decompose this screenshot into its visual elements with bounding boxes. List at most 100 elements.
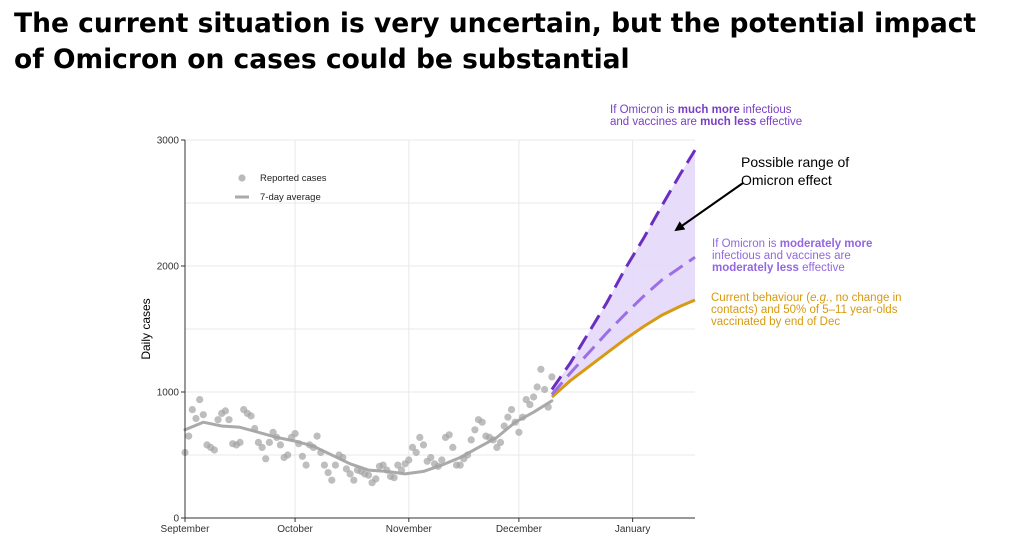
reported-case-point [302,461,310,469]
ann-mod-l2: infectious and vaccines are [712,250,851,262]
ann-much-l1c: infectious [739,104,792,116]
reported-case-point [463,451,472,459]
reported-case-point [236,438,244,446]
reported-case-point [548,373,556,381]
reported-case-point [390,474,398,482]
slide-title-line-1: The current situation is very uncertain,… [14,8,977,39]
ann-range-line-2: Omicron effect [741,172,832,188]
reported-case-point [199,411,207,419]
reported-case-point [519,413,527,421]
reported-case-point [449,443,457,451]
reported-case-point [504,413,512,421]
reported-case-point [405,456,413,464]
y-tick-label: 1000 [157,388,180,399]
reported-case-point [320,461,328,469]
reported-case-point [511,418,519,426]
reported-case-point [273,433,281,441]
ann-much-l2c: effective [756,116,803,128]
annotation-much-more: If Omicron is much more infectious and v… [610,104,802,128]
reported-case-point [342,465,350,473]
reported-case-point [427,453,435,462]
reported-case-point [331,461,339,469]
ann-cur-l2: contacts) and 50% of 5–11 year-olds [711,304,898,316]
reported-case-point [214,416,222,424]
projection-current-line [550,298,696,399]
ann-much-l2a: and vaccines are [610,116,701,128]
ann-mod-l3b: effective [798,262,845,274]
ann-cur-l1a: Current behaviour ( [711,292,811,304]
reported-case-point [383,466,391,474]
annotation-current: Current behaviour (e.g., no change in co… [711,292,902,328]
reported-case-point [434,462,442,470]
reported-case-point [372,475,380,483]
reported-case-point [397,466,406,474]
ann-cur-l1b: e.g. [810,292,830,304]
slide-title-line-2: of Omicron on cases could be substantial [14,44,630,75]
reported-case-point [445,431,453,439]
ann-much-l1a: If Omicron is [610,104,678,116]
reported-case-point [284,451,292,459]
legend-label-reported: Reported cases [260,173,327,184]
ann-mod-l1b: moderately more [779,238,873,250]
slide-title: The current situation is very uncertain,… [14,6,1014,78]
reported-case-point [324,469,332,477]
reported-case-point [317,448,325,457]
reported-case-point [251,424,259,433]
reported-case-point [537,365,545,373]
reported-case-point [526,401,534,409]
x-tick-label: September [161,524,211,535]
y-tick-label: 0 [173,514,179,525]
annotation-range: Possible range of Omicron effect [741,153,849,189]
reported-case-point [500,422,508,430]
y-tick-label: 2000 [157,262,180,273]
ann-cur-l1c: , no change in [829,292,902,304]
reported-case-point [298,452,306,460]
ann-range-line-1: Possible range of [741,154,850,170]
reported-case-point [295,440,303,448]
reported-case-point [416,433,424,441]
reported-case-point [196,396,204,404]
reported-case-point [346,470,354,478]
reported-case-point [456,461,464,469]
reported-case-point [350,476,358,484]
reported-case-point [192,414,200,423]
reported-case-point [541,385,549,394]
reported-case-point [339,453,347,462]
ann-mod-l3a: moderately less [712,262,799,274]
reported-case-point [276,441,284,449]
reported-case-point [471,426,479,434]
reported-case-point [291,430,299,438]
ann-mod-l1a: If Omicron is [712,238,780,250]
reported-case-point [467,436,475,444]
x-tick-label: December [496,524,543,535]
ann-cur-l3: vaccinated by end of Dec [711,316,841,328]
reported-case-point [262,455,270,463]
reported-case-point [364,471,373,479]
reported-case-point [328,476,336,484]
reported-case-point [515,428,523,436]
legend-point-symbol [238,174,246,182]
reported-case-point [493,443,501,451]
reported-case-point [247,412,255,420]
reported-case-point [225,416,233,424]
reported-case-point [394,461,402,469]
reported-case-point [522,396,530,404]
reported-case-point [544,403,552,411]
reported-case-point [188,406,196,414]
seven-day-average-line [183,399,554,476]
x-tick-label: November [386,524,433,535]
reported-case-point [438,456,446,464]
reported-case-point [408,443,417,451]
reported-case-point [265,438,273,446]
reported-case-point [489,436,497,444]
reported-case-point [313,432,321,440]
ann-much-l2b: much less [700,116,757,128]
x-tick-label: January [615,524,651,535]
reported-case-point [533,383,541,391]
reported-case-point [379,461,387,469]
reported-case-point [419,441,428,449]
annotation-moderate: If Omicron is moderately more infectious… [712,238,872,274]
reported-case-point [185,432,193,440]
reported-case-point [221,407,229,415]
y-tick-label: 3000 [157,136,180,147]
